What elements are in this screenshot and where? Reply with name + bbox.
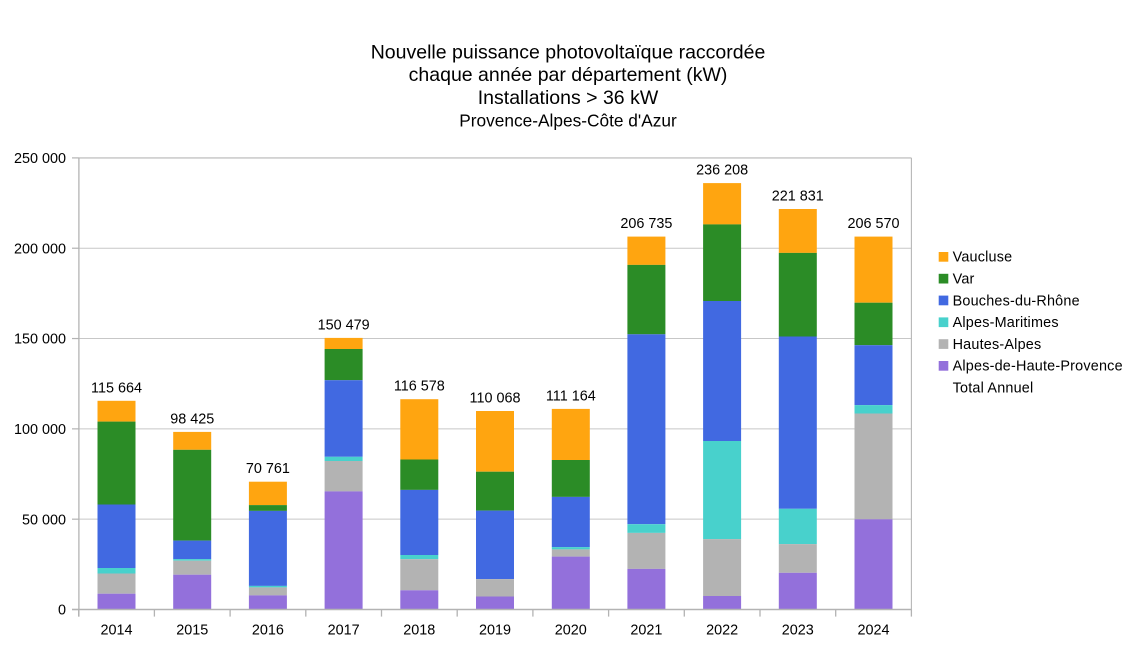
svg-text:2019: 2019 xyxy=(479,623,511,639)
svg-text:chaque année par département (: chaque année par département (kW) xyxy=(409,64,728,86)
svg-text:Vaucluse: Vaucluse xyxy=(953,250,1013,266)
svg-text:Alpes-Maritimes: Alpes-Maritimes xyxy=(953,315,1059,331)
svg-text:50 000: 50 000 xyxy=(22,512,66,528)
svg-text:206 570: 206 570 xyxy=(847,216,899,232)
svg-text:Alpes-de-Haute-Provence: Alpes-de-Haute-Provence xyxy=(953,359,1123,375)
svg-text:115 664: 115 664 xyxy=(91,380,142,396)
svg-text:2023: 2023 xyxy=(782,623,814,639)
svg-text:98 425: 98 425 xyxy=(170,411,214,427)
svg-text:116 578: 116 578 xyxy=(394,379,445,395)
svg-text:2021: 2021 xyxy=(630,623,662,639)
svg-text:221 831: 221 831 xyxy=(772,189,824,205)
svg-text:Hautes-Alpes: Hautes-Alpes xyxy=(953,337,1042,353)
svg-text:2017: 2017 xyxy=(328,623,360,639)
svg-text:Total Annuel: Total Annuel xyxy=(953,381,1034,397)
svg-text:110 068: 110 068 xyxy=(470,391,521,407)
svg-text:2020: 2020 xyxy=(555,623,587,639)
svg-text:Bouches-du-Rhône: Bouches-du-Rhône xyxy=(953,293,1080,309)
svg-text:Provence-Alpes-Côte d'Azur: Provence-Alpes-Côte d'Azur xyxy=(459,111,677,131)
svg-text:100 000: 100 000 xyxy=(14,422,66,438)
svg-text:250 000: 250 000 xyxy=(14,151,66,167)
svg-text:150 000: 150 000 xyxy=(14,332,66,348)
svg-text:0: 0 xyxy=(58,603,66,619)
svg-text:111 164: 111 164 xyxy=(546,388,596,404)
svg-text:2014: 2014 xyxy=(100,623,132,639)
svg-text:70 761: 70 761 xyxy=(246,461,290,477)
svg-text:2022: 2022 xyxy=(706,623,738,639)
svg-text:2015: 2015 xyxy=(176,623,208,639)
svg-text:206 735: 206 735 xyxy=(620,216,672,232)
svg-text:150 479: 150 479 xyxy=(318,317,370,333)
svg-text:236 208: 236 208 xyxy=(696,163,748,179)
svg-text:2016: 2016 xyxy=(252,623,284,639)
svg-text:Installations > 36 kW: Installations > 36 kW xyxy=(478,87,659,109)
svg-text:200 000: 200 000 xyxy=(14,241,66,257)
svg-text:Nouvelle puissance photovoltaï: Nouvelle puissance photovoltaïque raccor… xyxy=(371,41,766,63)
svg-text:Var: Var xyxy=(953,272,975,288)
svg-text:2018: 2018 xyxy=(403,623,435,639)
svg-text:2024: 2024 xyxy=(857,623,889,639)
